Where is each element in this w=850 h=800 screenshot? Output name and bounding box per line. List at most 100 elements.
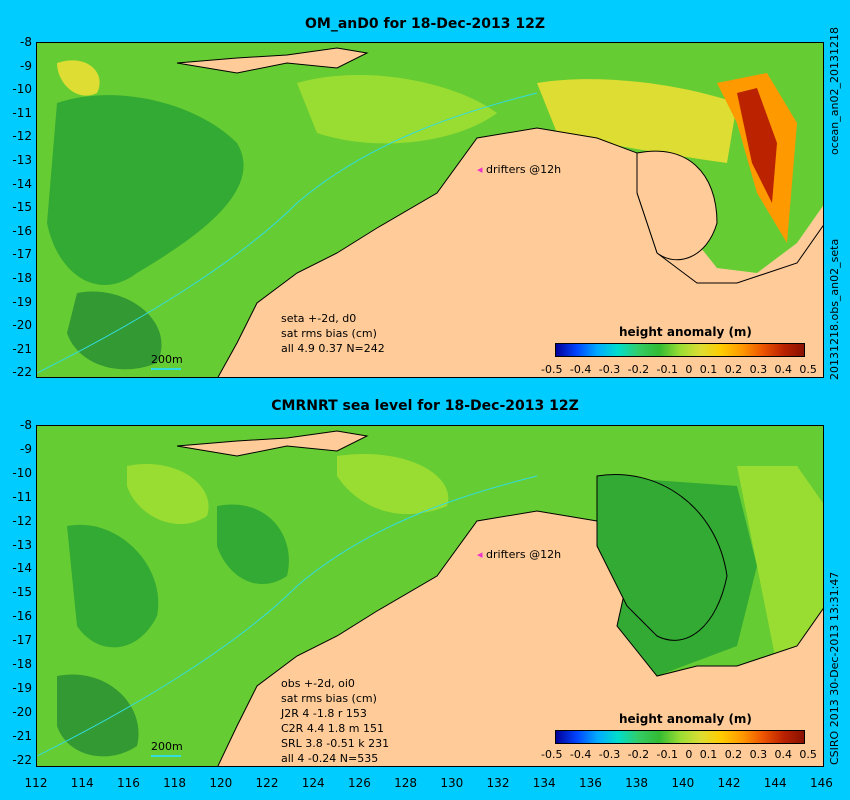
colorbar-tick-label: -0.3 [598, 363, 621, 376]
bottom-drifters-label: ◂ drifters @12h [477, 548, 561, 561]
top-drifters-text: drifters @12h [486, 163, 562, 176]
colorbar-tick-label: -0.1 [656, 748, 678, 761]
bottom-drifters-text: drifters @12h [486, 548, 562, 561]
top-map-field [37, 43, 823, 377]
lon-tick-label: 114 [70, 776, 94, 790]
top-side-label-2: 20131218.obs_an02_seta [828, 238, 841, 380]
bottom-notes: obs +-2d, oi0 sat rms bias (cm) J2R 4 -1… [281, 676, 389, 766]
top-scale-bar: 200m [151, 353, 183, 370]
lat-tick-label: -14 [12, 176, 32, 191]
bottom-scale-bar: 200m [151, 740, 183, 757]
bottom-panel-title: CMRNRT sea level for 18-Dec-2013 12Z [271, 398, 579, 414]
lon-tick-label: 134 [532, 776, 556, 790]
lat-tick-label: -10 [12, 82, 32, 97]
lon-tick-label: 142 [717, 776, 741, 790]
lat-tick-label: -11 [12, 105, 32, 120]
colorbar-tick-label: 0.3 [749, 748, 768, 761]
lat-tick-label: -17 [12, 247, 32, 262]
top-note-line: all 4.9 0.37 N=242 [281, 342, 385, 355]
lat-tick-label: -8 [20, 35, 32, 49]
lat-tick-label: -13 [12, 537, 32, 552]
colorbar-tick-label: -0.5 [541, 363, 563, 376]
colorbar-tick-label: 0 [685, 363, 693, 376]
colorbar-tick-label: 0.4 [774, 363, 793, 376]
lat-tick-label: -18 [12, 271, 32, 285]
bottom-note-line: C2R 4.4 1.8 m 151 [281, 722, 385, 735]
bottom-side-label: CSIRO 2013 30-Dec-2013 13:31:47 [828, 571, 841, 765]
bottom-map-field [37, 426, 823, 766]
top-side-label-1: ocean_an02_20131218 [828, 27, 841, 155]
lat-tick-label: -12 [12, 513, 32, 528]
lat-tick-label: -9 [20, 58, 32, 73]
lon-tick-label: 116 [116, 776, 140, 790]
lat-tick-label: -16 [12, 609, 32, 624]
lat-tick-label: -15 [12, 200, 32, 215]
top-map: ◂ drifters @12h seta +-2d, d0 sat rms bi… [36, 42, 824, 378]
colorbar-tick-label: -0.1 [656, 363, 678, 376]
top-note-line: seta +-2d, d0 [281, 312, 357, 325]
colorbar-tick-label: -0.4 [569, 363, 592, 376]
lat-tick-label: -21 [12, 728, 32, 743]
lon-tick-label: 118 [163, 776, 187, 790]
top-colorbar [555, 343, 805, 357]
lat-tick-label: -13 [12, 153, 32, 167]
lat-tick-label: -16 [12, 223, 32, 238]
lat-tick-label: -18 [12, 657, 32, 671]
lon-tick-label: 132 [486, 776, 510, 790]
lon-tick-label: 146 [809, 776, 833, 790]
colorbar-tick-label: 0.2 [724, 748, 743, 761]
bottom-map: ◂ drifters @12h obs +-2d, oi0 sat rms bi… [36, 425, 824, 767]
lon-tick-label: 138 [625, 776, 649, 790]
top-colorbar-ticks: -0.5 -0.4 -0.3 -0.2 -0.1 0 0.1 0.2 0.3 0.4 0.5 [541, 363, 817, 376]
lat-tick-label: -12 [12, 129, 32, 144]
bottom-note-line: SRL 3.8 -0.51 k 231 [281, 737, 390, 750]
bottom-colorbar-ticks: -0.5 -0.4 -0.3 -0.2 -0.1 0 0.1 0.2 0.3 0.4 0.5 [541, 748, 817, 761]
drifter-arrow-icon: ◂ [477, 548, 483, 561]
lon-tick-label: 122 [255, 776, 279, 790]
lat-tick-label: -22 [12, 365, 32, 380]
lon-tick-label: 126 [347, 776, 371, 790]
bottom-legend-title: height anomaly (m) [619, 712, 752, 726]
lat-tick-label: -21 [12, 341, 32, 356]
lat-tick-label: -19 [12, 294, 32, 309]
top-panel-title: OM_anD0 for 18-Dec-2013 12Z [305, 16, 545, 32]
lon-tick-label: 140 [671, 776, 695, 790]
colorbar-tick-label: 0.4 [774, 748, 793, 761]
lat-tick-label: -19 [12, 680, 32, 695]
colorbar-tick-label: 0.1 [699, 748, 718, 761]
drifter-arrow-icon: ◂ [477, 163, 483, 176]
top-legend-title: height anomaly (m) [619, 325, 752, 339]
lat-tick-label: -20 [12, 704, 32, 719]
colorbar-tick-label: -0.2 [627, 748, 650, 761]
lat-tick-label: -17 [12, 633, 32, 648]
lon-tick-label: 136 [578, 776, 602, 790]
bottom-note-line: obs +-2d, oi0 [281, 677, 355, 690]
lat-tick-label: -10 [12, 465, 32, 480]
colorbar-tick-label: 0.3 [749, 363, 768, 376]
scale-line [151, 755, 181, 757]
scale-line [151, 368, 181, 370]
colorbar-tick-label: 0.5 [799, 748, 817, 761]
colorbar-tick-label: -0.4 [569, 748, 592, 761]
lat-tick-label: -22 [12, 752, 32, 767]
lon-tick-label: 112 [24, 776, 48, 790]
bottom-note-line: J2R 4 -1.8 r 153 [281, 707, 367, 720]
bottom-note-line: sat rms bias (cm) [281, 692, 377, 705]
lat-tick-label: -20 [12, 318, 32, 333]
top-notes: seta +-2d, d0 sat rms bias (cm) all 4.9 … [281, 311, 385, 356]
bottom-note-line: all 4 -0.24 N=535 [281, 752, 379, 765]
top-note-line: sat rms bias (cm) [281, 327, 377, 340]
colorbar-tick-label: -0.5 [541, 748, 563, 761]
colorbar-tick-label: 0 [685, 748, 693, 761]
lat-tick-label: -15 [12, 585, 32, 600]
colorbar-tick-label: 0.1 [699, 363, 718, 376]
lat-tick-label: -9 [20, 441, 32, 456]
lon-tick-label: 120 [209, 776, 233, 790]
lon-tick-label: 130 [440, 776, 464, 790]
colorbar-tick-label: 0.5 [799, 363, 817, 376]
lat-tick-label: -8 [20, 418, 32, 432]
lon-tick-label: 124 [301, 776, 325, 790]
lat-tick-label: -11 [12, 489, 32, 504]
colorbar-tick-label: -0.3 [598, 748, 621, 761]
top-scale-label: 200m [151, 353, 183, 366]
